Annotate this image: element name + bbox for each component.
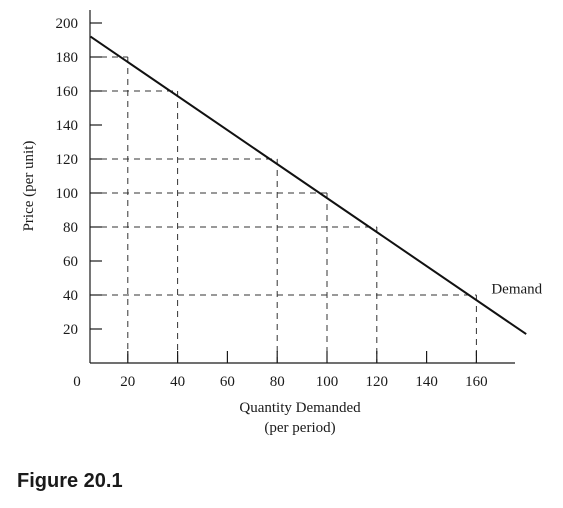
x-tick-label-120: 120 (366, 374, 389, 390)
demand-chart: 20 40 60 80 100 120 140 160 180 200 20 40 60 80 100 12… (21, 10, 543, 436)
x-axis-title: Quantity Demanded (239, 400, 361, 416)
y-tick-label-120: 120 (56, 152, 79, 168)
x-tick-label-80: 80 (270, 374, 285, 390)
y-tick-label-180: 180 (56, 50, 79, 66)
y-tick-label-160: 160 (56, 84, 79, 100)
x-tick-label-160: 160 (465, 374, 488, 390)
y-axis-title: Price (per unit) (21, 141, 37, 232)
x-tick-label-140: 140 (415, 374, 438, 390)
origin-label: 0 (73, 374, 81, 390)
x-tick-label-20: 20 (120, 374, 135, 390)
y-tick-label-20: 20 (63, 322, 78, 338)
x-tick-label-100: 100 (316, 374, 339, 390)
y-tick-label-100: 100 (56, 186, 79, 202)
y-tick-label-140: 140 (56, 118, 79, 134)
y-tick-label-60: 60 (63, 254, 78, 270)
series-layer: Demand (89, 35, 543, 335)
y-axis-ticks: 20 40 60 80 100 120 140 160 180 200 (56, 16, 102, 338)
y-tick-label-200: 200 (56, 16, 79, 32)
x-tick-label-40: 40 (170, 374, 185, 390)
x-axis-subtitle: (per period) (264, 420, 335, 436)
x-axis-ticks: 20 40 60 80 100 120 140 160 (120, 351, 488, 390)
y-tick-label-40: 40 (63, 288, 78, 304)
series-label-demand: Demand (491, 281, 542, 297)
x-tick-label-60: 60 (220, 374, 235, 390)
figure-caption: Figure 20.1 (17, 470, 123, 492)
reference-guides (90, 56, 477, 363)
series-line-demand (89, 35, 527, 335)
y-tick-label-80: 80 (63, 220, 78, 236)
